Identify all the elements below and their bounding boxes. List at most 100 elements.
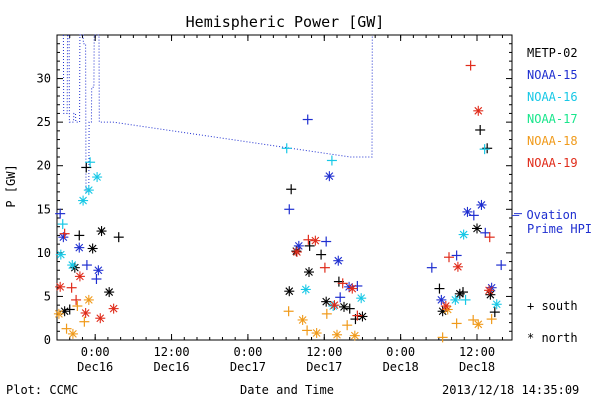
north-point-d2 [109, 304, 118, 313]
south-point [451, 250, 462, 261]
north-point [87, 243, 98, 254]
north-point-d2 [322, 297, 331, 306]
x-axis-label: Date and Time [240, 383, 334, 397]
north-point-d2 [84, 186, 93, 195]
north-point [476, 199, 487, 210]
y-tick-label: 30 [37, 72, 51, 86]
north-point [92, 172, 103, 183]
south-point [482, 143, 493, 154]
south-point [444, 252, 454, 263]
x-tick-label-date: Dec17 [306, 360, 342, 374]
north-point [55, 249, 66, 260]
north-point-d2 [486, 290, 495, 299]
south-point [113, 232, 124, 243]
north-point-d2 [477, 201, 486, 209]
north-point-d2 [68, 261, 77, 269]
north-point-d2 [75, 243, 84, 252]
x-tick-label-time: 12:00 [306, 345, 342, 359]
south-point [61, 323, 72, 334]
north-point [83, 185, 94, 196]
north-point-d2 [485, 286, 493, 295]
x-tick-label-date: Dec16 [77, 360, 113, 374]
north-point-d2 [333, 330, 341, 339]
north-point [473, 105, 484, 116]
north-point [304, 267, 314, 278]
north-point-d2 [474, 320, 483, 329]
north-point-d2 [473, 224, 481, 233]
north-point-d2 [94, 266, 103, 275]
north-point-d2 [79, 196, 87, 205]
north-point [436, 294, 447, 305]
north-point-d2 [93, 173, 101, 181]
north-point-d2 [357, 294, 366, 303]
north-point [472, 223, 482, 234]
south-point [283, 306, 294, 317]
south-point [486, 314, 497, 325]
north-point [83, 294, 94, 305]
north-point-d2 [325, 172, 334, 181]
north-point-d2 [334, 256, 343, 265]
north-point [104, 287, 115, 298]
north-point [74, 242, 85, 253]
north-point [339, 301, 349, 312]
north-point-d2 [285, 287, 294, 296]
north-point-d2 [474, 106, 483, 115]
north-point-d2 [454, 262, 462, 271]
north-point [347, 283, 358, 294]
north-point [329, 300, 340, 311]
north-point-d2 [330, 301, 339, 310]
north-point [458, 229, 469, 240]
south-point [81, 162, 92, 173]
north-point-d2 [88, 244, 97, 253]
north-point-d2 [105, 288, 114, 296]
south-point [460, 294, 471, 305]
legend-item-noaa15: NOAA-15 [527, 68, 578, 82]
y-tick-label: 5 [44, 289, 51, 303]
north-point [67, 260, 78, 271]
north-point [108, 303, 119, 314]
north-point [349, 330, 360, 341]
north-point [321, 296, 332, 307]
north-point-d2 [463, 208, 472, 216]
north-point-d2 [69, 330, 77, 338]
y-tick-label: 15 [37, 202, 51, 216]
south-point [85, 157, 96, 168]
north-point-d2 [340, 302, 348, 311]
north-point [300, 284, 311, 295]
x-tick-label-time: 0:00 [386, 345, 415, 359]
y-tick-label: 10 [37, 246, 51, 260]
x-tick-label-date: Dec17 [230, 360, 266, 374]
north-point [454, 288, 465, 299]
south-point [479, 144, 490, 155]
north-point-d2 [293, 248, 301, 256]
south-point [352, 280, 363, 291]
north-point [311, 328, 322, 339]
north-point-d2 [59, 233, 68, 242]
north-marker-note: * north [527, 331, 578, 345]
south-point [66, 282, 77, 293]
north-point [440, 301, 451, 312]
north-point [96, 226, 107, 237]
y-tick-label: 25 [37, 115, 51, 129]
north-point [95, 313, 106, 324]
south-point [451, 318, 462, 329]
north-point [55, 281, 66, 292]
ovation-legend-line1: — Ovation [512, 208, 578, 222]
north-point [74, 271, 85, 282]
south-point [72, 301, 83, 312]
north-point [450, 294, 461, 305]
x-tick-label-time: 12:00 [459, 345, 495, 359]
north-point-d2 [81, 309, 90, 317]
north-point [93, 265, 104, 276]
y-tick-label: 0 [44, 333, 51, 347]
south-point [321, 236, 332, 247]
north-point-d2 [348, 284, 357, 293]
x-tick-label-date: Dec18 [383, 360, 419, 374]
legend-item-noaa17: NOAA-17 [527, 112, 578, 126]
south-point [337, 278, 348, 289]
south-point [303, 234, 314, 245]
north-point [332, 329, 342, 340]
ovation-series [62, 34, 522, 215]
south-point [55, 208, 66, 219]
